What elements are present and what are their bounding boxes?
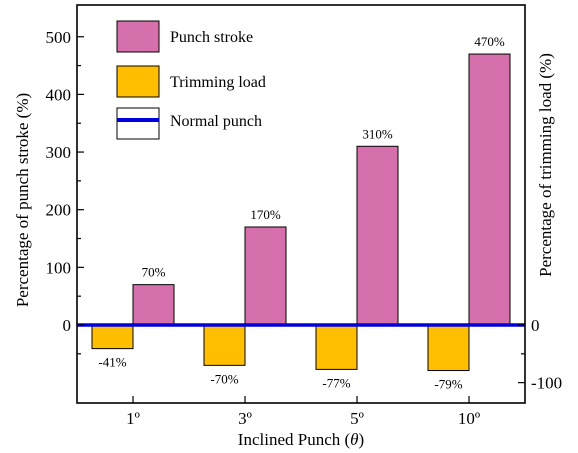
data-labels-layer: -41% 70% -70% 170% -77% 310% -79% 470% [98, 34, 504, 391]
legend-swatch-normal-punch-box [116, 107, 160, 140]
legend-label-trimming-load: Trimming load [170, 74, 266, 91]
y-left-tick-label-3: 300 [46, 143, 72, 162]
legend-swatch-trimming-load [116, 65, 160, 98]
y-left-tick-label-4: 400 [46, 85, 72, 104]
legend-label-normal-punch: Normal punch [170, 113, 262, 130]
data-label-trimming-load-2: -77% [322, 375, 350, 390]
data-label-trimming-load-3: -79% [434, 377, 462, 392]
bar-trimming-load-3 [427, 324, 470, 372]
y-left-tick-label-2: 200 [46, 201, 72, 220]
y-axis-right-title: Percentage of trimming load (%) [536, 53, 555, 277]
bars-layer [91, 53, 511, 372]
bar-punch-stroke-0 [132, 284, 175, 326]
bar-trimming-load-2 [315, 324, 358, 370]
data-label-trimming-load-1: -70% [210, 371, 238, 386]
x-tick-label-3: 10º [458, 409, 480, 428]
data-label-punch-stroke-0: 70% [142, 265, 166, 280]
plot-frame [76, 4, 526, 404]
y-right-tick-label-0: -100 [531, 374, 562, 393]
data-label-punch-stroke-2: 310% [362, 126, 393, 141]
bar-punch-stroke-1 [244, 226, 287, 326]
y-left-tick-label-5: 500 [46, 28, 72, 47]
x-tick-label-2: 5º [350, 409, 364, 428]
x-tick-label-0: 1º [126, 409, 140, 428]
y-left-tick-label-0: 0 [63, 316, 72, 335]
legend: Punch stroke Trimming load Normal punch [116, 20, 266, 140]
bar-punch-stroke-2 [356, 145, 399, 326]
data-label-punch-stroke-1: 170% [250, 207, 281, 222]
x-axis-title: Inclined Punch (θ) [238, 430, 364, 449]
bar-trimming-load-1 [203, 324, 246, 366]
ticks-layer: 1º 3º 5º 10º 0 100 200 300 400 500 -100 0 [46, 28, 563, 428]
y-right-tick-label-1: 0 [531, 316, 540, 335]
bar-punch-stroke-3 [468, 53, 511, 326]
bar-trimming-load-0 [91, 324, 134, 350]
legend-swatch-punch-stroke [116, 20, 160, 53]
legend-label-punch-stroke: Punch stroke [170, 29, 253, 46]
x-tick-label-1: 3º [238, 409, 252, 428]
y-axis-left-title: Percentage of punch stroke (%) [13, 93, 32, 307]
data-label-punch-stroke-3: 470% [474, 34, 505, 49]
y-left-tick-label-1: 100 [46, 258, 72, 277]
data-label-trimming-load-0: -41% [98, 355, 126, 370]
